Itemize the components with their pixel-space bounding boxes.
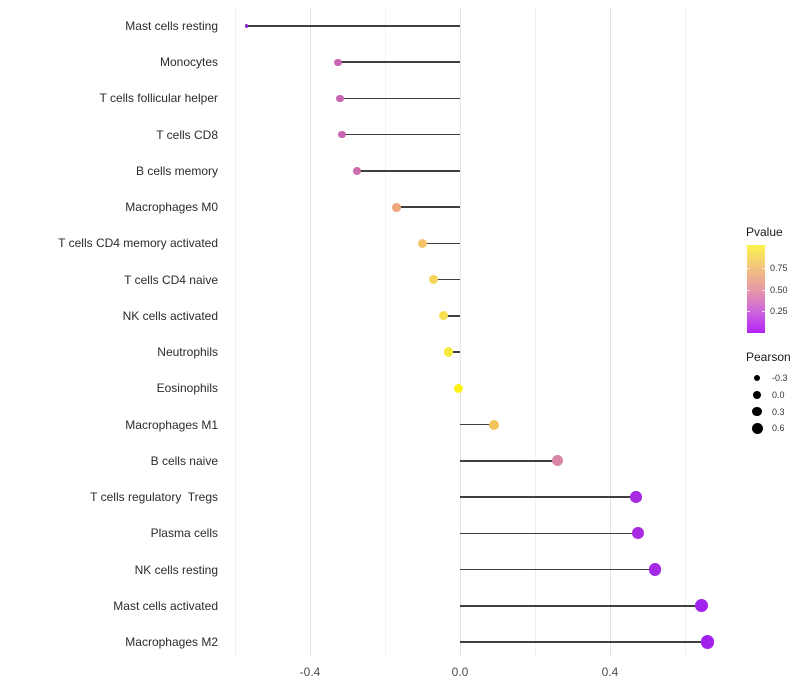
category-label: Macrophages M2 xyxy=(125,634,218,649)
stem-segment xyxy=(433,278,460,281)
category-label: Neutrophils xyxy=(157,345,218,360)
category-label: Macrophages M1 xyxy=(125,417,218,432)
pvalue-tick-label: 0.75 xyxy=(770,262,788,273)
pvalue-bar-tick xyxy=(762,311,765,312)
data-point xyxy=(334,58,342,66)
data-point xyxy=(429,275,439,285)
data-point xyxy=(418,238,427,248)
category-label: T cells CD8 xyxy=(156,127,218,142)
stem-segment xyxy=(460,605,702,607)
stem-segment xyxy=(460,641,708,643)
x-tick-label: -0.4 xyxy=(299,665,321,679)
data-point xyxy=(552,455,563,467)
category-label: Mast cells resting xyxy=(125,19,218,33)
stem-segment xyxy=(443,315,460,317)
pearson-size-dot xyxy=(753,374,761,382)
data-point xyxy=(391,202,401,212)
minor-gridline xyxy=(384,8,386,657)
stem-segment xyxy=(422,242,460,245)
pvalue-bar-tick xyxy=(762,289,765,291)
category-label: B cells memory xyxy=(135,163,218,178)
category-label: Monocytes xyxy=(159,55,218,70)
data-point xyxy=(438,311,448,321)
data-point xyxy=(648,563,662,576)
category-label: T cells CD4 memory activated xyxy=(58,236,218,251)
major-gridline xyxy=(309,8,311,657)
stem-segment xyxy=(460,496,637,498)
minor-gridline xyxy=(534,8,536,657)
stem-segment xyxy=(338,61,460,63)
data-point xyxy=(488,419,499,430)
pearson-size-dot xyxy=(752,406,762,417)
stem-segment xyxy=(340,97,460,100)
x-tick-label: 0.4 xyxy=(601,665,619,679)
stem-segment xyxy=(460,568,655,571)
category-label: T cells regulatory Tregs xyxy=(90,490,218,505)
pearson-size-label: 0.6 xyxy=(772,423,785,434)
stem-segment xyxy=(460,460,558,462)
major-gridline xyxy=(459,8,461,657)
pvalue-bar-tick xyxy=(747,311,750,312)
pvalue-gradient-bar xyxy=(747,245,765,333)
stem-segment xyxy=(356,170,460,172)
data-point xyxy=(338,130,346,139)
data-point xyxy=(630,491,643,503)
pearson-size-label: 0.3 xyxy=(772,406,785,417)
category-label: T cells CD4 naive xyxy=(124,272,218,287)
category-label: Macrophages M0 xyxy=(125,200,218,215)
data-point xyxy=(695,599,709,613)
stem-segment xyxy=(396,206,460,208)
category-label: NK cells resting xyxy=(134,562,218,577)
category-label: T cells follicular helper xyxy=(99,91,219,106)
category-label: Mast cells activated xyxy=(113,598,218,613)
stem-segment xyxy=(246,25,460,27)
data-point xyxy=(244,24,248,28)
pearson-size-dot xyxy=(752,390,762,399)
category-label: Plasma cells xyxy=(150,526,218,541)
pearson-legend-title: Pearson xyxy=(746,350,791,364)
stem-segment xyxy=(448,351,460,353)
pvalue-bar-tick xyxy=(762,267,765,269)
minor-gridline xyxy=(234,8,236,657)
x-tick-label: 0.0 xyxy=(451,665,469,679)
pvalue-legend-title: Pvalue xyxy=(746,225,783,239)
stem-segment xyxy=(460,423,494,426)
pvalue-bar-tick xyxy=(747,289,750,291)
pvalue-bar-tick xyxy=(747,267,750,269)
minor-gridline xyxy=(684,8,686,657)
pearson-size-dot xyxy=(751,422,763,434)
data-point xyxy=(700,635,715,649)
stem-segment xyxy=(341,133,460,136)
data-point xyxy=(444,347,454,357)
pearson-size-label: 0.0 xyxy=(772,389,785,400)
data-point xyxy=(632,527,645,540)
pvalue-tick-label: 0.50 xyxy=(770,284,788,295)
category-label: NK cells activated xyxy=(122,308,218,323)
data-point xyxy=(352,166,361,176)
category-label: Eosinophils xyxy=(156,381,218,396)
stem-segment xyxy=(460,532,639,535)
category-label: B cells naive xyxy=(150,453,218,468)
data-point xyxy=(336,94,344,103)
data-point xyxy=(453,383,463,393)
major-gridline xyxy=(609,8,611,657)
pearson-size-label: -0.3 xyxy=(772,373,788,383)
pvalue-tick-label: 0.25 xyxy=(770,306,788,316)
